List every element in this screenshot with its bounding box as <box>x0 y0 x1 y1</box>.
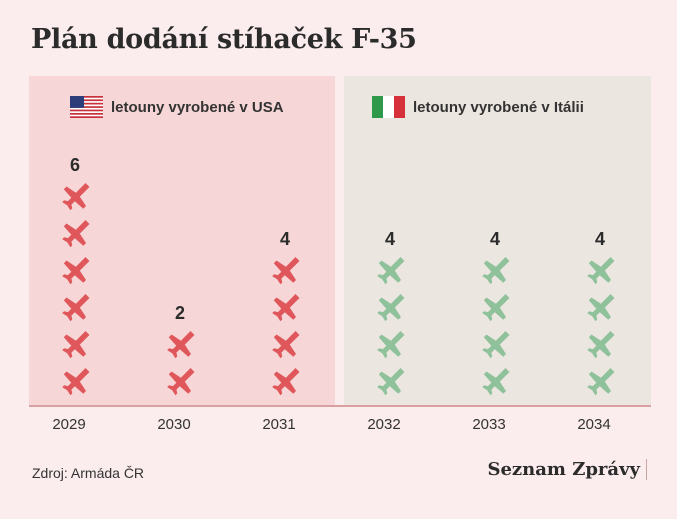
jet-icon <box>272 331 300 359</box>
x-tick-label: 2034 <box>577 416 610 433</box>
legend-usa: letouny vyrobené v USA <box>70 96 284 118</box>
jet-icon <box>167 368 195 396</box>
jet-icon <box>167 331 195 359</box>
x-axis-baseline <box>29 405 651 407</box>
x-tick-label: 2033 <box>472 416 505 433</box>
legend-italy: letouny vyrobené v Itálii <box>372 96 584 118</box>
jet-icon <box>482 257 510 285</box>
jet-icon <box>377 294 405 322</box>
legend-italy-label: letouny vyrobené v Itálii <box>413 98 584 116</box>
x-tick-label: 2030 <box>157 416 190 433</box>
usa-flag-icon <box>70 96 103 118</box>
brand-logo: Seznam Zprávy <box>487 459 647 480</box>
jet-icon <box>482 331 510 359</box>
italy-flag-icon <box>372 96 405 118</box>
value-label: 4 <box>595 229 605 249</box>
value-label: 2 <box>175 303 185 323</box>
legend-usa-label: letouny vyrobené v USA <box>111 98 284 116</box>
x-tick-label: 2032 <box>367 416 400 433</box>
jet-icon <box>62 220 90 248</box>
x-tick-label: 2029 <box>52 416 85 433</box>
jet-icon <box>62 331 90 359</box>
jet-icon <box>587 257 615 285</box>
value-label: 4 <box>385 229 395 249</box>
jet-icon <box>62 257 90 285</box>
jet-icon <box>482 368 510 396</box>
chart-title: Plán dodání stíhaček F-35 <box>31 24 417 55</box>
jet-icon <box>377 257 405 285</box>
jet-icon <box>272 294 300 322</box>
jet-icon <box>272 368 300 396</box>
x-tick-label: 2031 <box>262 416 295 433</box>
jet-icon <box>377 368 405 396</box>
source-note: Zdroj: Armáda ČR <box>32 465 145 481</box>
jet-icon <box>587 294 615 322</box>
jet-icon <box>272 257 300 285</box>
value-label: 6 <box>70 155 80 175</box>
jet-icon <box>587 368 615 396</box>
jet-icon <box>377 331 405 359</box>
jet-icon <box>62 368 90 396</box>
jet-icon <box>587 331 615 359</box>
jet-icon <box>62 183 90 211</box>
jet-icon <box>62 294 90 322</box>
jet-icon <box>482 294 510 322</box>
value-label: 4 <box>490 229 500 249</box>
value-label: 4 <box>280 229 290 249</box>
